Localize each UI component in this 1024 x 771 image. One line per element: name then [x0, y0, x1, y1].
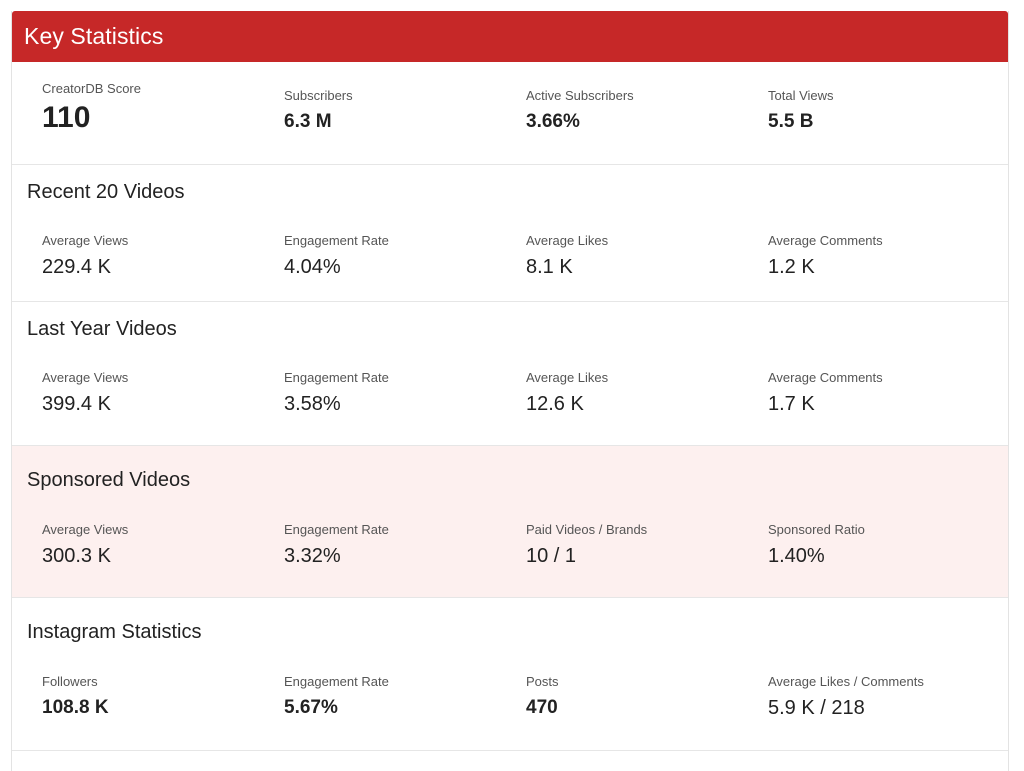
sponsored-stats-row: Average Views 300.3 K Engagement Rate 3.…: [42, 522, 1008, 568]
overview-stats-row: CreatorDB Score 110 Subscribers 6.3 M Ac…: [42, 81, 1008, 135]
stat-followers: Followers 108.8 K: [42, 674, 284, 720]
stat-creatordb-score: CreatorDB Score 110: [42, 81, 284, 135]
stat-label: Engagement Rate: [284, 674, 389, 689]
stat-active-subscribers: Active Subscribers 3.66%: [526, 81, 768, 135]
section-title: Last Year Videos: [27, 318, 177, 340]
section-title: Instagram Statistics: [27, 621, 202, 643]
stat-paid-videos-brands: Paid Videos / Brands 10 / 1: [526, 522, 768, 568]
stat-label: Followers: [42, 674, 98, 689]
stat-value: 8.1 K: [526, 256, 573, 278]
stat-value: 5.5 B: [768, 111, 814, 132]
stat-value: 300.3 K: [42, 545, 111, 567]
stat-label: Engagement Rate: [284, 522, 389, 537]
stat-label: Subscribers: [284, 88, 353, 103]
stat-average-likes: Average Likes 8.1 K: [526, 233, 768, 279]
overview-section: CreatorDB Score 110 Subscribers 6.3 M Ac…: [12, 62, 1008, 165]
stat-value: 12.6 K: [526, 393, 584, 415]
sponsored-videos-section: Sponsored Videos Average Views 300.3 K E…: [12, 446, 1008, 598]
stat-label: Active Subscribers: [526, 88, 634, 103]
stat-average-views: Average Views 300.3 K: [42, 522, 284, 568]
stat-value: 1.7 K: [768, 393, 815, 415]
stat-value: 399.4 K: [42, 393, 111, 415]
stat-value: 110: [42, 101, 91, 134]
section-title: Sponsored Videos: [27, 469, 191, 491]
stat-value: 1.40%: [768, 545, 825, 567]
stat-label: CreatorDB Score: [42, 81, 141, 96]
stat-value: 108.8 K: [42, 697, 109, 718]
stat-value: 5.67%: [284, 697, 338, 718]
stat-label: Sponsored Ratio: [768, 522, 865, 537]
stat-label: Average Likes: [526, 370, 609, 385]
stat-label: Paid Videos / Brands: [526, 522, 648, 537]
stat-value: 3.66%: [526, 111, 580, 132]
stat-value: 470: [526, 697, 558, 718]
stat-posts: Posts 470: [526, 674, 768, 720]
key-statistics-panel: Key Statistics CreatorDB Score 110 Subsc…: [11, 11, 1009, 771]
stat-average-likes: Average Likes 12.6 K: [526, 370, 768, 416]
stat-subscribers: Subscribers 6.3 M: [284, 81, 526, 135]
stat-average-comments: Average Comments 1.7 K: [768, 370, 1010, 416]
stat-label: Total Views: [768, 88, 834, 103]
stat-value: 5.9 K / 218: [768, 697, 865, 719]
stat-average-views: Average Views 399.4 K: [42, 370, 284, 416]
stat-average-comments: Average Comments 1.2 K: [768, 233, 1010, 279]
stat-engagement-rate: Engagement Rate 3.32%: [284, 522, 526, 568]
stat-value: 229.4 K: [42, 256, 111, 278]
stat-average-likes-comments: Average Likes / Comments 5.9 K / 218: [768, 674, 1010, 720]
stat-average-views: Average Views 229.4 K: [42, 233, 284, 279]
stat-value: 10 / 1: [526, 545, 577, 567]
stat-label: Average Likes: [526, 233, 609, 248]
stat-value: 3.32%: [284, 545, 341, 567]
instagram-stats-row: Followers 108.8 K Engagement Rate 5.67% …: [42, 674, 1008, 720]
recent-videos-section: Recent 20 Videos Average Views 229.4 K E…: [12, 165, 1008, 302]
instagram-statistics-section: Instagram Statistics Followers 108.8 K E…: [12, 598, 1008, 751]
stat-label: Engagement Rate: [284, 370, 389, 385]
stat-sponsored-ratio: Sponsored Ratio 1.40%: [768, 522, 1010, 568]
stat-label: Posts: [526, 674, 559, 689]
stat-label: Engagement Rate: [284, 233, 389, 248]
stat-value: 6.3 M: [284, 111, 332, 132]
recent-stats-row: Average Views 229.4 K Engagement Rate 4.…: [42, 233, 1008, 279]
stat-label: Average Comments: [768, 370, 883, 385]
stat-value: 3.58%: [284, 393, 341, 415]
stat-engagement-rate: Engagement Rate 5.67%: [284, 674, 526, 720]
last-year-videos-section: Last Year Videos Average Views 399.4 K E…: [12, 302, 1008, 446]
stat-total-views: Total Views 5.5 B: [768, 81, 1010, 135]
stat-label: Average Views: [42, 522, 129, 537]
stat-label: Average Views: [42, 233, 129, 248]
panel-header: Key Statistics: [12, 11, 1008, 62]
stat-engagement-rate: Engagement Rate 4.04%: [284, 233, 526, 279]
stat-engagement-rate: Engagement Rate 3.58%: [284, 370, 526, 416]
panel-title: Key Statistics: [24, 23, 164, 49]
stat-value: 1.2 K: [768, 256, 815, 278]
stat-label: Average Comments: [768, 233, 883, 248]
stat-label: Average Views: [42, 370, 129, 385]
stat-value: 4.04%: [284, 256, 341, 278]
stat-label: Average Likes / Comments: [768, 674, 924, 689]
section-title: Recent 20 Videos: [27, 181, 185, 203]
lastyear-stats-row: Average Views 399.4 K Engagement Rate 3.…: [42, 370, 1008, 416]
